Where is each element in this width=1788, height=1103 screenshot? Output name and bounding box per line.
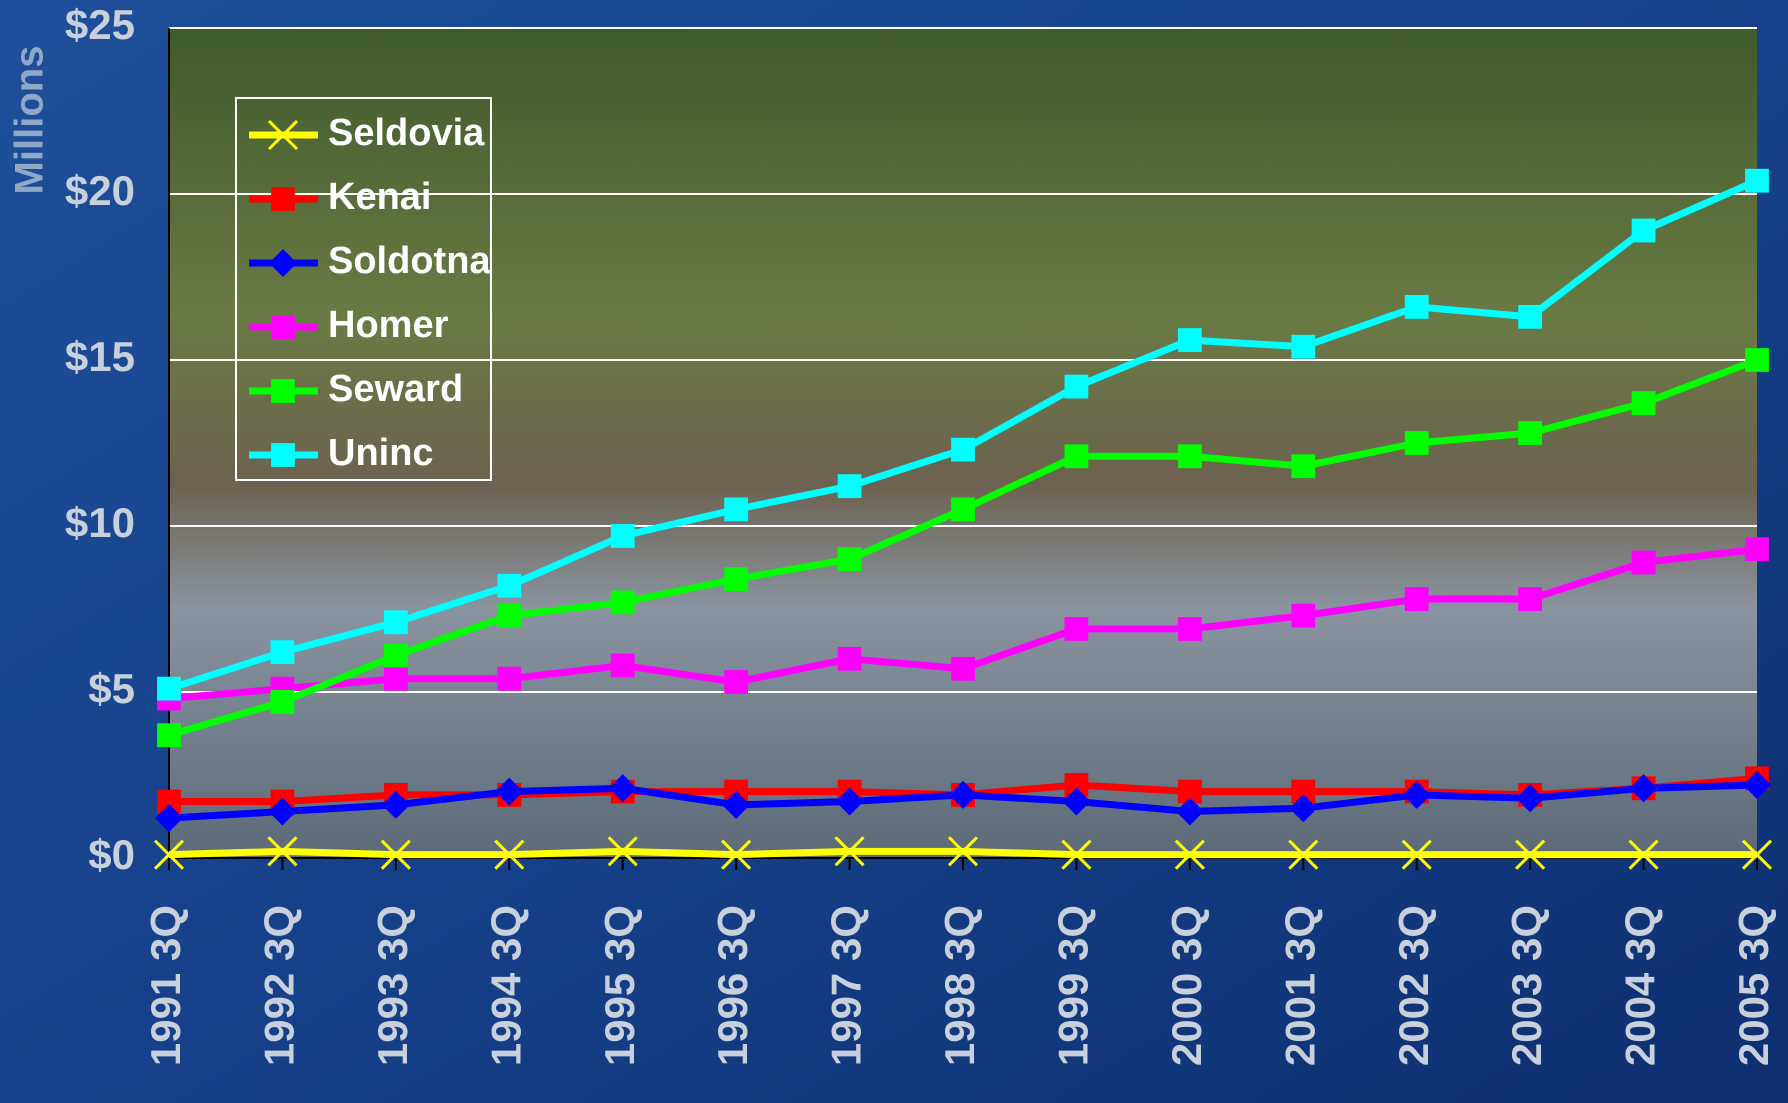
y-tick-label: $20 [65,167,135,214]
y-tick-label: $0 [88,831,135,878]
data-point [951,657,975,681]
data-point [838,547,862,571]
data-point [1291,335,1315,359]
data-point [951,498,975,522]
data-point [724,498,748,522]
data-point [1518,421,1542,445]
data-point [1178,328,1202,352]
data-point [1745,348,1769,372]
data-point [157,723,181,747]
y-axis-label: Millions [8,46,52,195]
data-point [497,667,521,691]
legend-marker [271,315,295,339]
data-point [724,567,748,591]
data-point [1745,537,1769,561]
data-point [951,438,975,462]
y-tick-label: $5 [88,665,135,712]
x-tick-label: 1996 3Q [709,905,756,1066]
data-point [497,604,521,628]
data-point [1405,431,1429,455]
legend-marker [271,187,295,211]
data-point [1065,444,1089,468]
data-point [838,474,862,498]
data-point [384,667,408,691]
data-point [611,654,635,678]
x-tick-label: 1995 3Q [596,905,643,1066]
x-tick-label: 1994 3Q [482,905,529,1066]
data-point [1178,617,1202,641]
data-point [271,640,295,664]
data-point [1745,169,1769,193]
data-point [1065,617,1089,641]
data-point [384,644,408,668]
legend-label: Seward [328,368,463,410]
legend-label: Soldotna [328,240,491,282]
x-tick-label: 1993 3Q [369,905,416,1066]
legend-marker [271,379,295,403]
x-tick-label: 2003 3Q [1503,905,1550,1066]
data-point [1291,454,1315,478]
x-tick-label: 2000 3Q [1163,905,1210,1066]
data-point [157,677,181,701]
data-point [1178,444,1202,468]
data-point [497,574,521,598]
data-point [1632,219,1656,243]
data-point [271,690,295,714]
x-tick-label: 2002 3Q [1390,905,1437,1066]
y-tick-label: $25 [65,1,135,48]
data-point [611,590,635,614]
data-point [1632,551,1656,575]
data-point [611,524,635,548]
legend-label: Homer [328,304,449,346]
legend-label: Seldovia [328,112,485,154]
x-tick-label: 1998 3Q [936,905,983,1066]
legend-marker [271,443,295,467]
chart: Millions $0 $5 $10 $15 $20 $25 1991 3Q 1992 3Q 1… [0,0,1788,1103]
y-tick-label: $10 [65,499,135,546]
x-tick-label: 1997 3Q [823,905,870,1066]
data-point [1291,604,1315,628]
x-tick-label: 2004 3Q [1617,905,1664,1066]
legend-label: Kenai [328,176,431,218]
data-point [1065,375,1089,399]
data-point [1405,587,1429,611]
x-tick-label: 2001 3Q [1276,905,1323,1066]
data-point [1518,587,1542,611]
x-tick-label: 1991 3Q [142,905,189,1066]
data-point [1405,295,1429,319]
y-tick-label: $15 [65,333,135,380]
x-tick-label: 2005 3Q [1730,905,1777,1066]
x-tick-label: 1999 3Q [1050,905,1097,1066]
x-tick-label: 1992 3Q [256,905,303,1066]
data-point [724,670,748,694]
data-point [1632,391,1656,415]
legend-label: Uninc [328,432,434,474]
data-point [838,647,862,671]
data-point [384,610,408,634]
data-point [1518,305,1542,329]
